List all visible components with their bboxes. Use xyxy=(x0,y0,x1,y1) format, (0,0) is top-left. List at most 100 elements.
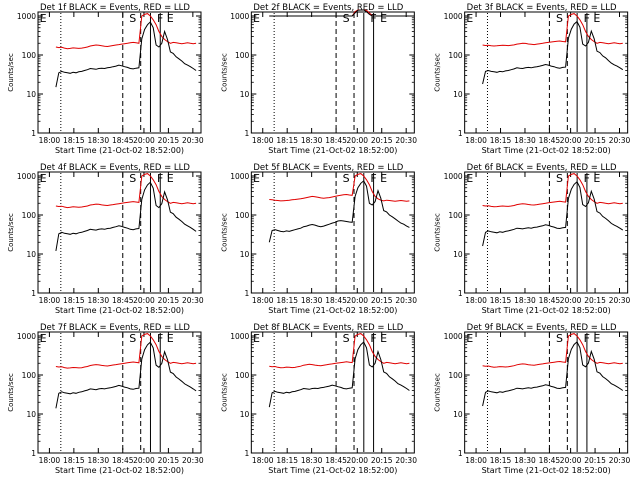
lld-series-line xyxy=(55,333,197,369)
time-marker-label: F xyxy=(157,332,163,345)
x-tick-label: 20:00 xyxy=(133,136,155,145)
y-tick-label: 1 xyxy=(31,289,36,298)
x-axis-label: Start Time (21-Oct-02 18:52:00) xyxy=(268,146,397,155)
x-tick-label: 20:30 xyxy=(182,136,204,145)
time-marker-label: E xyxy=(466,332,473,345)
x-tick-label: 18:00 xyxy=(465,136,487,145)
x-tick-label: 20:30 xyxy=(395,296,417,305)
y-tick-label: 100 xyxy=(235,211,250,220)
plot-frame xyxy=(464,331,629,454)
x-tick-label: 18:45 xyxy=(112,456,134,465)
x-tick-label: 20:30 xyxy=(609,296,631,305)
x-tick-label: 18:30 xyxy=(87,296,109,305)
y-tick-label: 10 xyxy=(453,250,463,259)
time-marker-label: E xyxy=(40,172,47,185)
x-tick-label: 20:00 xyxy=(346,136,368,145)
x-axis-label: Start Time (21-Oct-02 18:52:00) xyxy=(482,466,611,475)
y-tick-label: 10 xyxy=(26,410,36,419)
events-series-line xyxy=(269,9,410,17)
x-tick-label: 18:45 xyxy=(539,136,561,145)
y-axis-label: Counts/sec xyxy=(220,213,228,252)
x-axis-label: Start Time (21-Oct-02 18:52:00) xyxy=(482,146,611,155)
x-tick-label: 18:00 xyxy=(39,296,61,305)
y-axis-label: Counts/sec xyxy=(7,213,15,252)
x-tick-label: 20:30 xyxy=(609,136,631,145)
events-series-line xyxy=(268,180,410,243)
x-tick-label: 20:15 xyxy=(584,456,606,465)
x-tick-label: 18:00 xyxy=(465,456,487,465)
y-tick-label: 10 xyxy=(453,90,463,99)
y-tick-label: 1000 xyxy=(444,332,463,341)
x-tick-label: 18:15 xyxy=(276,456,298,465)
y-axis-label: Counts/sec xyxy=(220,373,228,412)
y-tick-label: 1 xyxy=(458,449,463,458)
x-tick-label: 18:45 xyxy=(325,456,347,465)
plot-frame xyxy=(250,11,415,134)
y-tick-label: 10 xyxy=(26,90,36,99)
time-marker-label: E xyxy=(593,12,600,25)
time-marker-label: F xyxy=(584,172,590,185)
y-tick-label: 1000 xyxy=(230,332,249,341)
y-tick-label: 1000 xyxy=(17,332,36,341)
x-tick-label: 20:15 xyxy=(158,136,180,145)
x-tick-label: 18:45 xyxy=(112,296,134,305)
x-tick-label: 20:00 xyxy=(133,456,155,465)
panel-title: Det 1f BLACK = Events, RED = LLD xyxy=(40,3,190,13)
y-tick-label: 100 xyxy=(22,211,37,220)
time-marker-label: E xyxy=(593,172,600,185)
y-tick-label: 100 xyxy=(448,371,463,380)
y-tick-label: 100 xyxy=(448,211,463,220)
y-tick-label: 100 xyxy=(22,51,37,60)
y-tick-label: 100 xyxy=(235,371,250,380)
y-tick-label: 1 xyxy=(458,129,463,138)
events-series-line xyxy=(55,21,197,88)
x-tick-label: 18:45 xyxy=(325,296,347,305)
x-tick-label: 18:30 xyxy=(514,136,536,145)
events-series-line xyxy=(482,341,624,407)
time-marker-label: S xyxy=(556,332,563,345)
lld-series-line xyxy=(269,173,410,202)
x-tick-label: 20:00 xyxy=(560,136,582,145)
time-marker-label: E xyxy=(167,332,174,345)
x-tick-label: 18:30 xyxy=(301,296,323,305)
time-marker-label: E xyxy=(380,332,387,345)
plot-frame xyxy=(250,331,415,454)
time-marker-label: E xyxy=(466,12,473,25)
time-marker-label: E xyxy=(466,172,473,185)
x-tick-label: 18:00 xyxy=(465,296,487,305)
y-axis-label: Counts/sec xyxy=(220,53,228,92)
x-tick-label: 18:00 xyxy=(252,296,274,305)
x-axis-label: Start Time (21-Oct-02 18:52:00) xyxy=(482,306,611,315)
time-marker-label: E xyxy=(380,172,387,185)
panel-title: Det 6f BLACK = Events, RED = LLD xyxy=(467,163,617,173)
time-marker-label: S xyxy=(556,12,563,25)
y-tick-label: 100 xyxy=(22,371,37,380)
x-tick-label: 18:15 xyxy=(63,136,85,145)
y-tick-label: 1 xyxy=(245,289,250,298)
detector-panel-9: Det 9f BLACK = Events, RED = LLD 1 10 100 10… xyxy=(434,323,631,475)
detector-panel-4: Det 4f BLACK = Events, RED = LLD 1 10 100 10… xyxy=(7,163,204,315)
x-axis-label: Start Time (21-Oct-02 18:52:00) xyxy=(268,466,397,475)
x-tick-label: 18:15 xyxy=(490,456,512,465)
time-marker-label: S xyxy=(129,12,136,25)
detector-panel-7: Det 7f BLACK = Events, RED = LLD 1 10 100 10… xyxy=(7,323,204,475)
time-marker-label: E xyxy=(40,12,47,25)
events-series-line xyxy=(55,181,197,251)
time-marker-label: E xyxy=(253,12,260,25)
time-marker-label: F xyxy=(584,332,590,345)
detector-panel-5: Det 5f BLACK = Events, RED = LLD 1 10 100 10… xyxy=(220,163,417,315)
events-series-line xyxy=(482,20,624,85)
x-tick-label: 20:15 xyxy=(371,136,393,145)
detector-panel-8: Det 8f BLACK = Events, RED = LLD 1 10 100 10… xyxy=(220,323,417,475)
x-axis-label: Start Time (21-Oct-02 18:52:00) xyxy=(55,306,184,315)
x-axis-label: Start Time (21-Oct-02 18:52:00) xyxy=(55,466,184,475)
time-marker-label: F xyxy=(370,332,376,345)
panel-title: Det 7f BLACK = Events, RED = LLD xyxy=(40,323,190,333)
panel-title: Det 9f BLACK = Events, RED = LLD xyxy=(467,323,617,333)
plot-frame xyxy=(37,11,202,134)
x-tick-label: 18:00 xyxy=(39,136,61,145)
y-axis-label: Counts/sec xyxy=(434,53,442,92)
lld-series-line xyxy=(55,13,197,50)
time-marker-label: S xyxy=(343,332,350,345)
panel-title: Det 2f BLACK = Events, RED = LLD xyxy=(253,3,403,13)
